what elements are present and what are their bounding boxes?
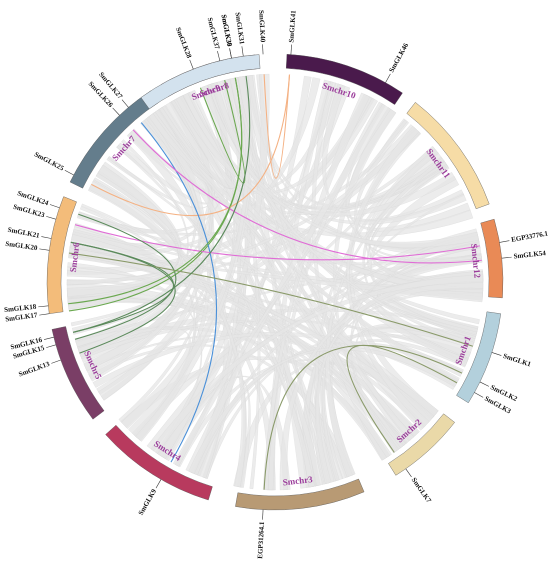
gene-tick: [262, 44, 264, 55]
link-SmGLK24-SmGLK15: [74, 213, 177, 340]
chromosome-Smchr6: [46, 196, 77, 314]
gene-label-SmGLK18: SmGLK18: [4, 303, 37, 314]
synteny-ribbon: [81, 203, 392, 458]
chromosome-Smchr3: [235, 478, 365, 511]
gene-pair-links: [68, 74, 482, 490]
synteny-ribbon: [210, 82, 475, 347]
gene-tick: [39, 248, 50, 251]
gene-tick: [217, 50, 221, 61]
synteny-ribbon: [116, 144, 315, 488]
link-SmGLK3-SmGLK7: [346, 344, 458, 453]
synteny-ribbon: [201, 84, 479, 248]
synteny-ribbon: [150, 274, 484, 454]
gene-tick: [155, 479, 162, 489]
synteny-ribbon: [88, 116, 201, 380]
chromosome-label: Smchr6: [68, 241, 82, 272]
chromosome-Smchr4: [105, 424, 213, 501]
gene-label-SmGLK21: SmGLK21: [7, 226, 41, 240]
gene-label-SmGLK40: SmGLK40: [257, 10, 267, 43]
gene-tick: [46, 344, 56, 348]
gene-label-SmGLK38: SmGLK38: [220, 14, 234, 48]
synteny-ribbon: [66, 269, 464, 374]
gene-tick: [405, 468, 412, 478]
gene-label-SmGLK46: SmGLK46: [388, 41, 411, 74]
synteny-ribbon: [69, 245, 483, 303]
gene-label-SmGLK23: SmGLK23: [12, 203, 46, 220]
chromosome-Smchr10: [285, 54, 403, 105]
gene-tick: [229, 48, 232, 59]
gene-tick: [46, 216, 56, 220]
link-SmGLK23-EGP33776.1: [74, 224, 480, 261]
gene-label-SmGLK25: SmGLK25: [33, 150, 66, 172]
gene-tick: [501, 256, 512, 259]
gene-tick: [479, 381, 490, 387]
synteny-ribbon: [346, 125, 430, 428]
gene-tick: [38, 305, 49, 308]
gene-label-SmGLK41: SmGLK41: [287, 10, 297, 43]
gene-tick: [39, 313, 50, 316]
synteny-ribbon: [88, 180, 246, 488]
gene-label-EGP33776.1: EGP33776.1: [511, 229, 549, 243]
gene-tick: [112, 107, 120, 116]
synteny-ribbon: [77, 213, 482, 265]
chromosome-Smchr11: [406, 102, 490, 210]
gene-tick: [41, 236, 52, 239]
link-SmGLK2-EGP31264.1: [263, 344, 463, 490]
link-SmGLK27-SmGLK9: [140, 122, 218, 463]
link-SmGLK18-SmGLK30: [68, 77, 243, 305]
gene-label-EGP31264.1: EGP31264.1: [256, 521, 266, 559]
gene-label-SmGLK31: SmGLK31: [234, 12, 246, 46]
link-SmGLK20-SmGLK1: [68, 252, 473, 347]
link-SmGLK16-SmGLK31: [73, 75, 251, 333]
gene-label-SmGLK37: SmGLK37: [206, 17, 222, 51]
gene-label-SmGLK9: SmGLK9: [137, 487, 159, 516]
gene-tick: [262, 509, 264, 520]
chromosome-Smchr5: [51, 326, 105, 420]
chromosome-Smchr12: [480, 218, 504, 299]
gene-label-SmGLK28: SmGLK28: [174, 26, 193, 59]
gene-tick: [491, 352, 502, 356]
chromosome-label: Smchr3: [282, 474, 313, 487]
gene-tick: [241, 46, 244, 57]
gene-tick: [43, 336, 54, 340]
synteny-ribbon: [173, 119, 408, 467]
gene-label-SmGLK7: SmGLK7: [410, 476, 433, 505]
synteny-ribbon: [66, 289, 350, 480]
gene-label-SmGLK20: SmGLK20: [5, 240, 39, 252]
background-synteny-links: [66, 73, 484, 491]
synteny-ribbon: [234, 77, 399, 453]
gene-tick: [474, 392, 484, 398]
synteny-ribbon: [369, 175, 478, 334]
gene-tick: [64, 170, 74, 176]
gene-tick: [121, 99, 129, 108]
link-SmGLK40-SmGLK41: [263, 74, 291, 179]
chromosome-label: Smchr12: [469, 243, 483, 279]
chromosome-Smchr1: [456, 311, 502, 404]
gene-tick: [385, 73, 391, 83]
synteny-ribbon: [152, 111, 460, 386]
gene-tick: [189, 59, 194, 70]
gene-tick: [51, 359, 61, 364]
synteny-ribbon: [107, 156, 439, 417]
gene-tick: [49, 204, 60, 209]
chromosome-Smchr2: [388, 413, 455, 476]
synteny-ribbon: [193, 232, 478, 476]
chromosome-Smchr9: [140, 54, 261, 110]
link-SmGLK41-SmGLK25: [91, 74, 291, 217]
link-SmGLK26-SmGLK54: [132, 129, 482, 264]
gene-label-SmGLK54: SmGLK54: [513, 249, 546, 260]
gene-tick: [290, 44, 292, 55]
synteny-ribbon: [325, 157, 445, 478]
synteny-ribbon: [66, 164, 182, 297]
link-SmGLK13-SmGLK21: [70, 241, 176, 354]
gene-label-SmGLK1: SmGLK1: [502, 352, 532, 369]
gene-tick: [499, 240, 510, 243]
synteny-ribbon: [77, 170, 183, 358]
gene-label-SmGLK13: SmGLK13: [18, 360, 52, 379]
